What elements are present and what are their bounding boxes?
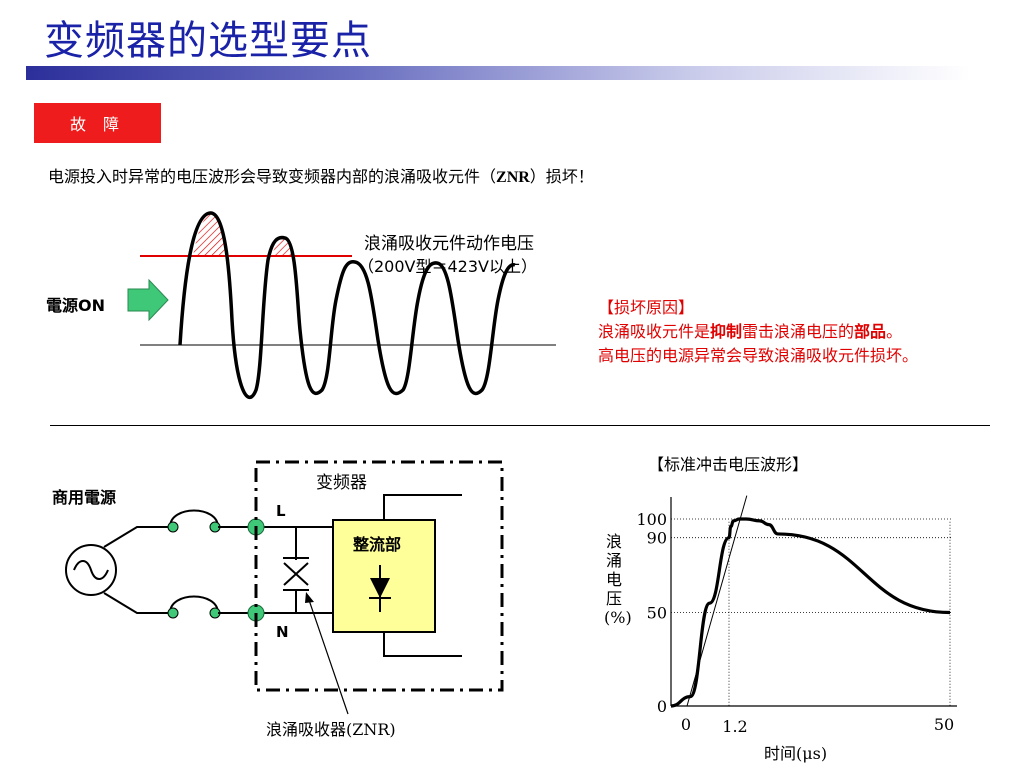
damage-cause: 【损坏原因】 浪涌吸收元件是抑制雷击浪涌电压的部品。 高电压的电源异常会导致浪涌… — [598, 296, 918, 368]
cause-text-d: 部品 — [854, 322, 887, 341]
y-tick-label: 50 — [647, 604, 667, 623]
cause-line-3: 高电压的电源异常会导致浪涌吸收元件损坏。 — [598, 346, 919, 365]
y-tick-label: 100 — [636, 510, 667, 529]
znr-icon — [283, 557, 309, 591]
znr-pointer — [308, 599, 349, 715]
intro-text: 电源投入时异常的电压波形会导致变频器内部的浪涌吸收元件（ZNR）损坏！ — [48, 163, 594, 187]
voltage-waveform — [178, 211, 516, 399]
cause-text-b: 抑制 — [710, 322, 743, 341]
chart-title: 【标准冲击电压波形】 — [648, 455, 809, 474]
fault-badge: 故 障 — [34, 103, 161, 143]
fuse-top — [169, 509, 219, 528]
chart-ylabel: 浪涌电压(%) — [604, 532, 632, 627]
inverter-label: 变频器 — [316, 473, 367, 493]
intro-text-b: ）损坏！ — [529, 167, 594, 186]
chart-xlabel: 时间(μs) — [764, 744, 828, 763]
threshold-note: （200V型＝423V以上） — [358, 257, 537, 276]
rectifier-box — [332, 519, 436, 633]
threshold-label: 浪涌吸收元件动作电压 — [364, 234, 534, 254]
terminal-l-label: L — [276, 502, 286, 520]
intro-text-znr: ZNR — [496, 169, 530, 186]
x-tick-label: 1.2 — [722, 717, 747, 736]
absorber-label: 浪涌吸收器(ZNR) — [266, 720, 396, 739]
x-tick-label: 50 — [934, 715, 954, 734]
page-title: 变频器的选型要点 — [44, 18, 372, 64]
title-underline-bar — [26, 66, 971, 80]
rectifier-label: 整流部 — [353, 535, 402, 554]
power-on-arrow — [127, 278, 169, 322]
commercial-power-label: 商用電源 — [52, 488, 117, 507]
impulse-curve — [670, 517, 951, 708]
inverter-box — [254, 460, 504, 692]
x-tick-label: 0 — [681, 715, 691, 734]
cause-heading: 【损坏原因】 — [598, 298, 695, 317]
cause-text-a: 浪涌吸收元件是 — [598, 322, 711, 341]
y-tick-label: 0 — [657, 697, 667, 716]
fuse-bottom — [169, 595, 219, 614]
section-divider — [50, 425, 990, 426]
cause-text-c: 雷击浪涌电压的 — [742, 322, 855, 341]
power-on-label: 電源ON — [46, 296, 105, 315]
cause-line-2: 浪涌吸收元件是抑制雷击浪涌电压的部品。 — [598, 320, 918, 344]
cause-text-e: 。 — [886, 322, 903, 341]
terminal-n-label: N — [276, 623, 289, 641]
y-tick-label: 90 — [647, 529, 667, 548]
intro-text-a: 电源投入时异常的电压波形会导致变频器内部的浪涌吸收元件（ — [48, 167, 497, 186]
